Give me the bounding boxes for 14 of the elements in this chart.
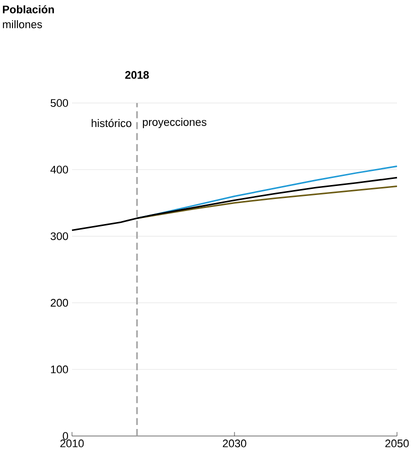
ref-line-label: 2018 (125, 71, 149, 79)
annotation: histórico (92, 118, 132, 128)
chart-title: Población (2, 5, 54, 14)
annotation: proyecciones (142, 118, 206, 128)
x-tick-label: 2030 (222, 440, 246, 448)
y-tick-label: 200 (50, 298, 68, 307)
x-tick-label: 2050 (385, 440, 409, 448)
y-tick-label: 100 (51, 366, 68, 374)
y-tick-label: 0 (62, 432, 68, 440)
y-tick-label: 500 (50, 99, 68, 107)
y-tick-label: 300 (50, 232, 68, 240)
x-tick-label: 2010 (60, 440, 84, 448)
chart-subtitle: millones (2, 20, 42, 28)
y-tick-label: 400 (50, 166, 68, 174)
